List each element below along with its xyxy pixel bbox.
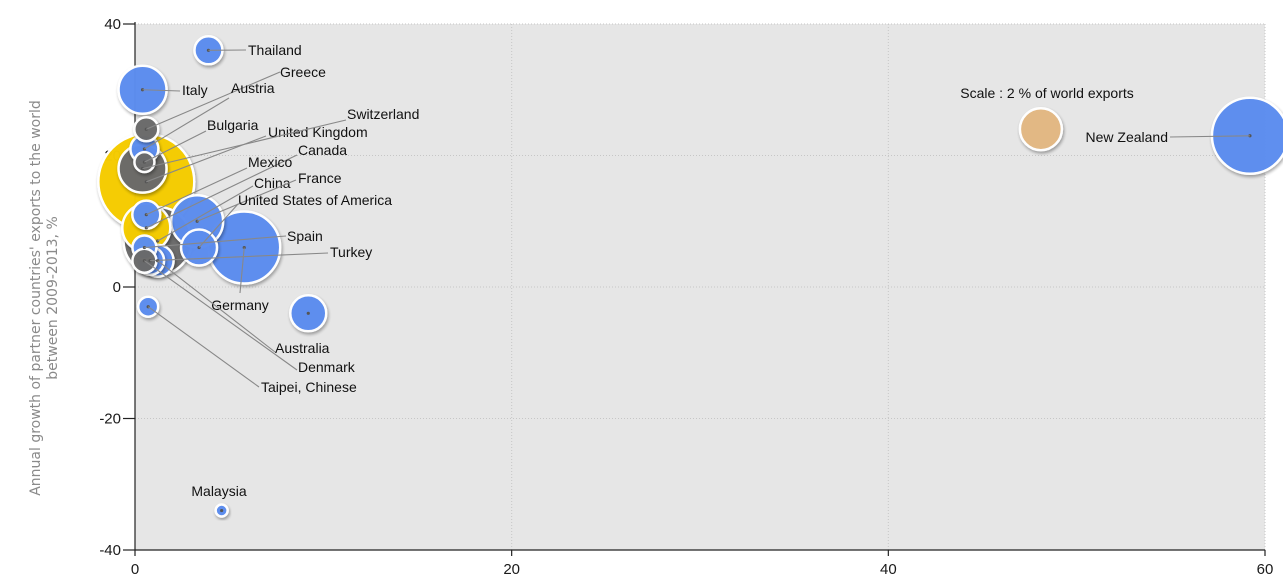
- x-tick-label: 60: [1257, 561, 1274, 576]
- leader-line-canada: [146, 154, 298, 229]
- bubble-center-dot: [142, 245, 147, 250]
- label-denmark: Denmark: [298, 359, 356, 375]
- y-tick-label: -40: [99, 542, 121, 559]
- label-switzerland: Switzerland: [347, 106, 419, 122]
- label-bulgaria: Bulgaria: [207, 117, 259, 133]
- label-china: China: [254, 175, 291, 191]
- y-axis-label-line: between 2009-2013, %: [45, 216, 61, 380]
- label-malaysia: Malaysia: [191, 483, 246, 499]
- bubbles-layer: [97, 35, 1283, 518]
- leader-line-switzerland: [142, 119, 347, 170]
- label-united-states-of-america: United States of America: [238, 192, 392, 208]
- label-france: France: [298, 170, 342, 186]
- bubble-center-dot: [242, 245, 246, 250]
- y-axis-label-line: Annual growth of partner countries' expo…: [28, 100, 44, 496]
- label-turkey: Turkey: [330, 244, 372, 260]
- leader-line-spain: [144, 235, 287, 249]
- leader-line-austria: [144, 97, 230, 150]
- leader-line-bulgaria: [144, 130, 207, 163]
- scale-note: Scale : 2 % of world exports: [960, 85, 1134, 101]
- bubble-center-dot: [306, 311, 310, 315]
- x-tick-label: 20: [503, 561, 520, 576]
- leader-line-turkey: [150, 252, 329, 262]
- x-tick-label: 40: [880, 561, 897, 576]
- label-mexico: Mexico: [248, 154, 293, 170]
- leader-line-france: [196, 179, 297, 222]
- label-united-kingdom: United Kingdom: [268, 124, 368, 140]
- y-tick-label: -20: [99, 411, 121, 428]
- label-germany: Germany: [211, 297, 269, 313]
- plot-area: -40-20020400204060Annual growth of partn…: [28, 16, 1283, 576]
- bubble-center-dot: [148, 259, 152, 263]
- bubble-center-dot: [220, 508, 224, 513]
- leader-line-united-states-of-america: [198, 203, 239, 248]
- label-austria: Austria: [231, 80, 275, 96]
- leader-line-greece: [146, 71, 281, 130]
- label-canada: Canada: [298, 142, 347, 158]
- label-greece: Greece: [280, 64, 326, 80]
- leader-line-denmark: [144, 260, 298, 371]
- bubble-scale: [1018, 106, 1064, 152]
- y-tick-label: 40: [104, 16, 121, 33]
- leader-line-china: [157, 185, 254, 242]
- label-taipei-chinese: Taipei, Chinese: [261, 379, 357, 395]
- leader-line-taipei-chinese: [147, 306, 260, 388]
- label-spain: Spain: [287, 228, 323, 244]
- bubble-center-dot: [140, 167, 145, 171]
- leader-line-italy: [142, 89, 181, 92]
- labels-layer: Thailand Italy Greece Austria Bulgaria United…: [140, 42, 1252, 513]
- leader-line-germany: [239, 247, 245, 294]
- leader-line-australia: [157, 260, 276, 353]
- leader-line-new-zealand: [1169, 135, 1250, 138]
- leader-line-mexico: [146, 167, 248, 216]
- bubble-center-dot: [206, 48, 211, 52]
- bubble-center-dot: [140, 88, 145, 92]
- label-new-zealand: New Zealand: [1086, 129, 1169, 145]
- x-tick-label: 0: [131, 561, 139, 576]
- label-italy: Italy: [182, 82, 208, 98]
- label-thailand: Thailand: [248, 42, 302, 58]
- y-axis-label: Annual growth of partner countries' expo…: [28, 100, 61, 496]
- y-tick-label: 0: [113, 279, 121, 296]
- label-australia: Australia: [275, 340, 330, 356]
